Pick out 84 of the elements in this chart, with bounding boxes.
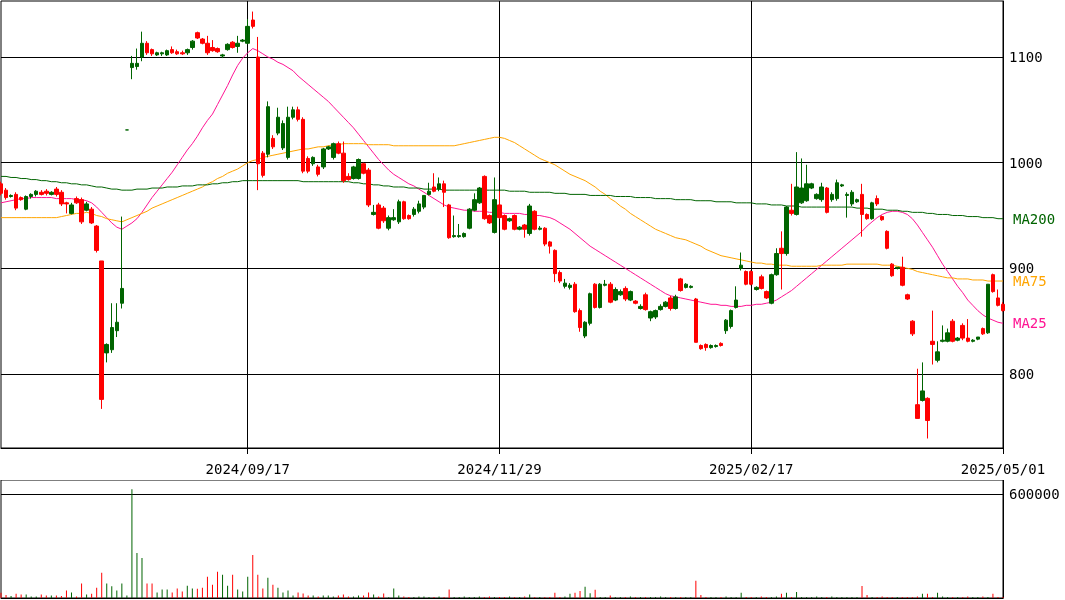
candlestick bbox=[593, 282, 597, 310]
candlestick bbox=[442, 180, 446, 208]
candlestick bbox=[84, 201, 89, 212]
candlestick bbox=[734, 285, 738, 310]
candlestick bbox=[668, 295, 673, 312]
candlestick bbox=[190, 39, 195, 51]
candlestick bbox=[955, 336, 960, 342]
candlestick bbox=[719, 341, 723, 348]
candlestick bbox=[527, 203, 532, 237]
candlestick bbox=[271, 134, 275, 150]
candlestick bbox=[880, 215, 884, 222]
candlestick bbox=[935, 340, 940, 363]
candlestick bbox=[532, 209, 537, 231]
candlestick bbox=[230, 40, 235, 50]
y-tick-label: 1000 bbox=[1009, 154, 1043, 171]
candlestick bbox=[140, 31, 144, 62]
candlestick bbox=[633, 299, 638, 305]
candlestick bbox=[432, 172, 436, 193]
candlestick bbox=[875, 194, 879, 207]
candlestick bbox=[266, 100, 270, 158]
y-tick-label: 600000 bbox=[1009, 485, 1060, 502]
candlestick bbox=[905, 293, 910, 301]
candlestick bbox=[694, 297, 698, 343]
candlestick bbox=[950, 318, 955, 343]
series-label: MA25 bbox=[1013, 315, 1047, 332]
candlestick bbox=[69, 202, 74, 215]
candlestick bbox=[981, 327, 985, 336]
candlestick bbox=[779, 230, 784, 290]
candlestick bbox=[185, 48, 190, 56]
candlestick bbox=[94, 224, 99, 253]
x-tick-label: 2025/02/17 bbox=[709, 461, 794, 477]
candlestick bbox=[895, 266, 900, 270]
candlestick bbox=[427, 182, 431, 196]
candlestick bbox=[925, 396, 930, 439]
candlestick bbox=[991, 273, 995, 294]
candlestick bbox=[638, 303, 643, 311]
candlestick bbox=[9, 193, 13, 199]
candlestick bbox=[920, 361, 925, 402]
candlestick bbox=[678, 277, 683, 293]
line-series bbox=[0, 136, 1004, 282]
candlestick bbox=[507, 217, 512, 223]
candlestick bbox=[99, 260, 104, 410]
candlestick bbox=[608, 281, 613, 304]
candlestick bbox=[825, 186, 829, 214]
candlestick bbox=[930, 310, 935, 366]
y-tick-label: 800 bbox=[1009, 366, 1035, 383]
candlestick bbox=[235, 35, 240, 54]
y-tick-label: 1100 bbox=[1009, 49, 1043, 66]
candlestick bbox=[976, 336, 980, 341]
candlestick bbox=[538, 225, 542, 231]
candlestick bbox=[915, 368, 920, 419]
candlestick bbox=[986, 283, 990, 335]
candlestick bbox=[517, 225, 522, 231]
candlestick bbox=[643, 292, 648, 312]
candlestick bbox=[512, 213, 517, 231]
candlestick bbox=[371, 204, 376, 217]
candlestick bbox=[628, 290, 633, 302]
candlestick bbox=[890, 262, 894, 278]
x-tick-label: 2025/05/01 bbox=[960, 461, 1046, 477]
candlestick bbox=[789, 183, 794, 217]
candlestick bbox=[316, 164, 320, 177]
candlestick bbox=[251, 11, 255, 29]
candlestick bbox=[623, 285, 628, 302]
candlestick bbox=[220, 53, 225, 59]
series-label: MA200 bbox=[1013, 210, 1056, 227]
candlestick bbox=[910, 319, 915, 337]
candlestick bbox=[225, 42, 230, 52]
candlestick bbox=[754, 285, 759, 292]
candlestick bbox=[885, 229, 889, 250]
candlestick bbox=[971, 338, 975, 343]
candlestick bbox=[89, 206, 94, 225]
candlestick bbox=[120, 216, 124, 310]
candlestick bbox=[900, 256, 905, 287]
line-series bbox=[0, 48, 1004, 324]
x-tick-label: 2024/09/17 bbox=[205, 461, 290, 477]
x-tick-label: 2024/11/29 bbox=[457, 461, 542, 477]
candlestick bbox=[49, 190, 54, 196]
candlestick bbox=[311, 155, 315, 167]
candlestick bbox=[759, 274, 764, 290]
candlestick bbox=[673, 294, 678, 311]
candlestick bbox=[447, 203, 451, 240]
candlestick bbox=[764, 290, 769, 300]
candlestick bbox=[522, 223, 527, 239]
candlestick bbox=[739, 252, 743, 271]
